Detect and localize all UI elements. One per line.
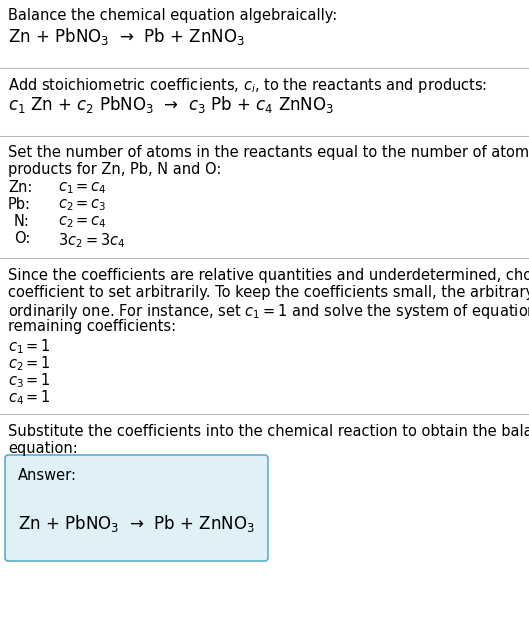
Text: Set the number of atoms in the reactants equal to the number of atoms in the: Set the number of atoms in the reactants… bbox=[8, 145, 529, 160]
Text: $c_1 = c_4$: $c_1 = c_4$ bbox=[58, 180, 107, 196]
FancyBboxPatch shape bbox=[5, 455, 268, 561]
Text: Pb:: Pb: bbox=[8, 197, 31, 212]
Text: $c_2 = 1$: $c_2 = 1$ bbox=[8, 354, 51, 373]
Text: $3 c_2 = 3 c_4$: $3 c_2 = 3 c_4$ bbox=[58, 231, 125, 250]
Text: products for Zn, Pb, N and O:: products for Zn, Pb, N and O: bbox=[8, 162, 221, 177]
Text: coefficient to set arbitrarily. To keep the coefficients small, the arbitrary va: coefficient to set arbitrarily. To keep … bbox=[8, 285, 529, 300]
Text: Zn:: Zn: bbox=[8, 180, 32, 195]
Text: $c_1 = 1$: $c_1 = 1$ bbox=[8, 337, 51, 356]
Text: equation:: equation: bbox=[8, 441, 78, 456]
Text: Zn + PbNO$_3$  →  Pb + ZnNO$_3$: Zn + PbNO$_3$ → Pb + ZnNO$_3$ bbox=[8, 26, 245, 47]
Text: $c_4 = 1$: $c_4 = 1$ bbox=[8, 388, 51, 407]
Text: $c_3 = 1$: $c_3 = 1$ bbox=[8, 371, 51, 390]
Text: ordinarily one. For instance, set $c_1 = 1$ and solve the system of equations fo: ordinarily one. For instance, set $c_1 =… bbox=[8, 302, 529, 321]
Text: Since the coefficients are relative quantities and underdetermined, choose a: Since the coefficients are relative quan… bbox=[8, 268, 529, 283]
Text: Answer:: Answer: bbox=[18, 468, 77, 483]
Text: Balance the chemical equation algebraically:: Balance the chemical equation algebraica… bbox=[8, 8, 338, 23]
Text: Substitute the coefficients into the chemical reaction to obtain the balanced: Substitute the coefficients into the che… bbox=[8, 424, 529, 439]
Text: remaining coefficients:: remaining coefficients: bbox=[8, 319, 176, 334]
Text: $c_1$ Zn + $c_2$ PbNO$_3$  →  $c_3$ Pb + $c_4$ ZnNO$_3$: $c_1$ Zn + $c_2$ PbNO$_3$ → $c_3$ Pb + $… bbox=[8, 94, 334, 115]
Text: N:: N: bbox=[14, 214, 30, 229]
Text: $c_2 = c_3$: $c_2 = c_3$ bbox=[58, 197, 107, 212]
Text: O:: O: bbox=[14, 231, 30, 246]
Text: Zn + PbNO$_3$  →  Pb + ZnNO$_3$: Zn + PbNO$_3$ → Pb + ZnNO$_3$ bbox=[18, 513, 255, 533]
Text: Add stoichiometric coefficients, $c_i$, to the reactants and products:: Add stoichiometric coefficients, $c_i$, … bbox=[8, 76, 487, 95]
Text: $c_2 = c_4$: $c_2 = c_4$ bbox=[58, 214, 107, 230]
